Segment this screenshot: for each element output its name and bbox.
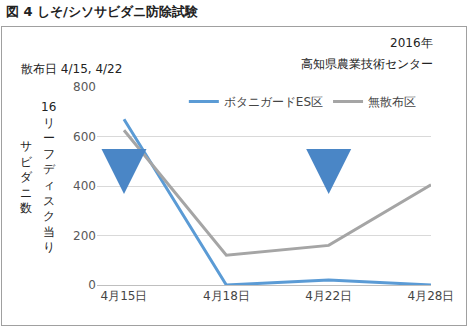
svg-text:16リーフディスク当り: 16リーフディスク当り (41, 100, 56, 254)
svg-text:2016年: 2016年 (390, 36, 433, 50)
svg-text:散布日 4/15, 4/22: 散布日 4/15, 4/22 (21, 62, 122, 76)
svg-text:200: 200 (73, 229, 96, 243)
svg-text:4月15日: 4月15日 (101, 289, 148, 303)
svg-text:0: 0 (88, 278, 96, 292)
svg-text:無散布区: 無散布区 (368, 95, 416, 109)
svg-text:4月28日: 4月28日 (408, 289, 455, 303)
svg-text:400: 400 (73, 179, 96, 193)
svg-text:4月22日: 4月22日 (305, 289, 352, 303)
svg-text:サビダニ数: サビダニ数 (20, 139, 33, 215)
svg-text:高知県農業技術センター: 高知県農業技術センター (301, 57, 433, 71)
svg-text:600: 600 (73, 130, 96, 144)
svg-text:4月18日: 4月18日 (203, 289, 250, 303)
svg-text:ボタニガードES区: ボタニガードES区 (224, 95, 323, 109)
svg-text:800: 800 (73, 80, 96, 94)
html-text:図 4 しそ/シソサビダニ防除試験: 図 4 しそ/シソサビダニ防除試験 (6, 4, 198, 19)
